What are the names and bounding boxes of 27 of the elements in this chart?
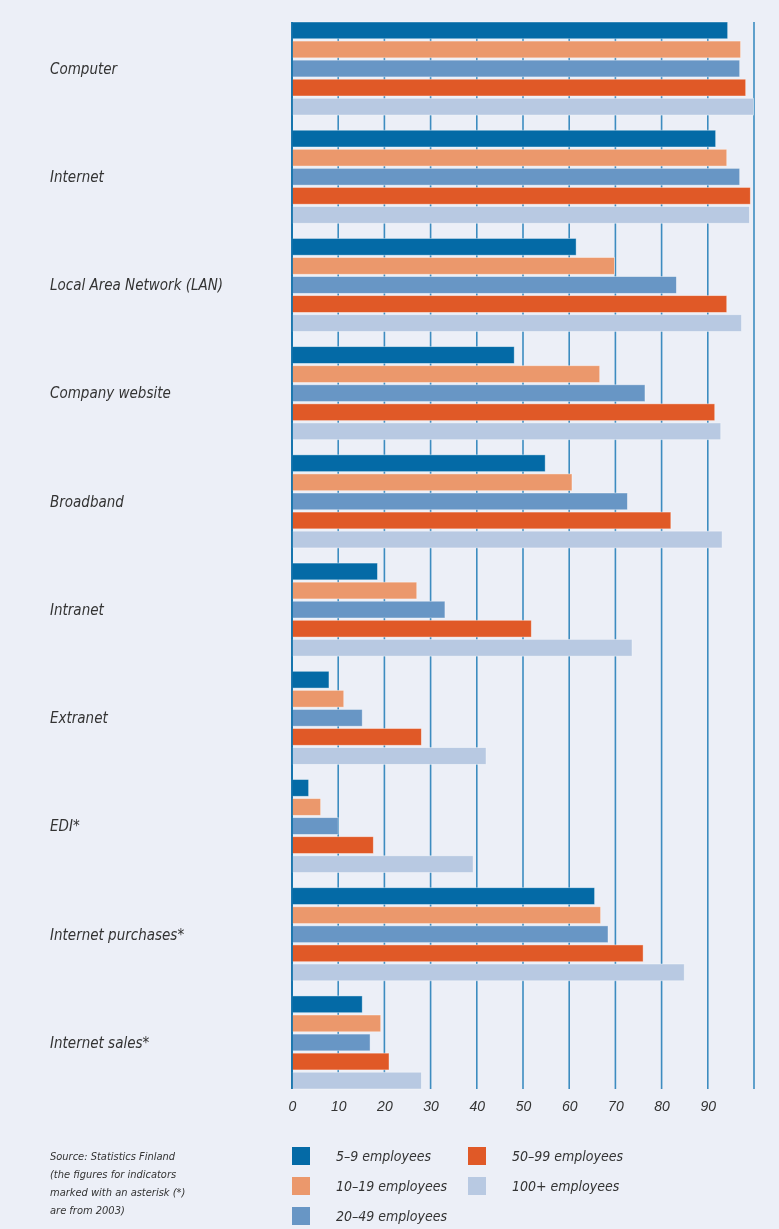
y-tick-label: Internet purchases*: [50, 925, 185, 944]
y-tick-label: Internet: [50, 168, 105, 186]
y-tick-label: Internet sales*: [50, 1033, 150, 1052]
x-tick-label: 90: [700, 1097, 717, 1114]
x-tick-label: 20: [376, 1097, 393, 1114]
legend-label: 50–99 employees: [512, 1147, 624, 1164]
y-tick-label: Extranet: [50, 709, 109, 728]
source-note: Source: Statistics Finland: [50, 1149, 176, 1163]
x-tick-label: 30: [423, 1097, 440, 1114]
x-tick-label: 80: [654, 1097, 671, 1114]
x-tick-label: 60: [561, 1097, 578, 1114]
legend-label: 100+ employees: [512, 1177, 620, 1194]
y-tick-label: Broadband: [50, 492, 125, 511]
y-tick-label: Local Area Network (LAN): [50, 276, 224, 295]
x-tick-label: 0: [288, 1097, 297, 1114]
text: (the figures for indicators marked with an asterisk (*) are from 2003): [50, 1167, 186, 1217]
x-tick-label: 50: [515, 1097, 532, 1114]
legend-label: 20–49 employees: [336, 1207, 448, 1224]
y-tick-label: Intranet: [50, 600, 105, 619]
x-tick-label: 10: [330, 1097, 347, 1114]
y-tick-label: Computer: [50, 59, 119, 78]
legend-label: 5–9 employees: [336, 1147, 432, 1164]
x-tick-label: 70: [608, 1097, 624, 1114]
y-tick-label: EDI*: [50, 817, 80, 836]
x-tick-label: 40: [469, 1097, 486, 1114]
legend-label: 10–19 employees: [336, 1177, 448, 1194]
y-tick-label: Company website: [50, 384, 171, 403]
